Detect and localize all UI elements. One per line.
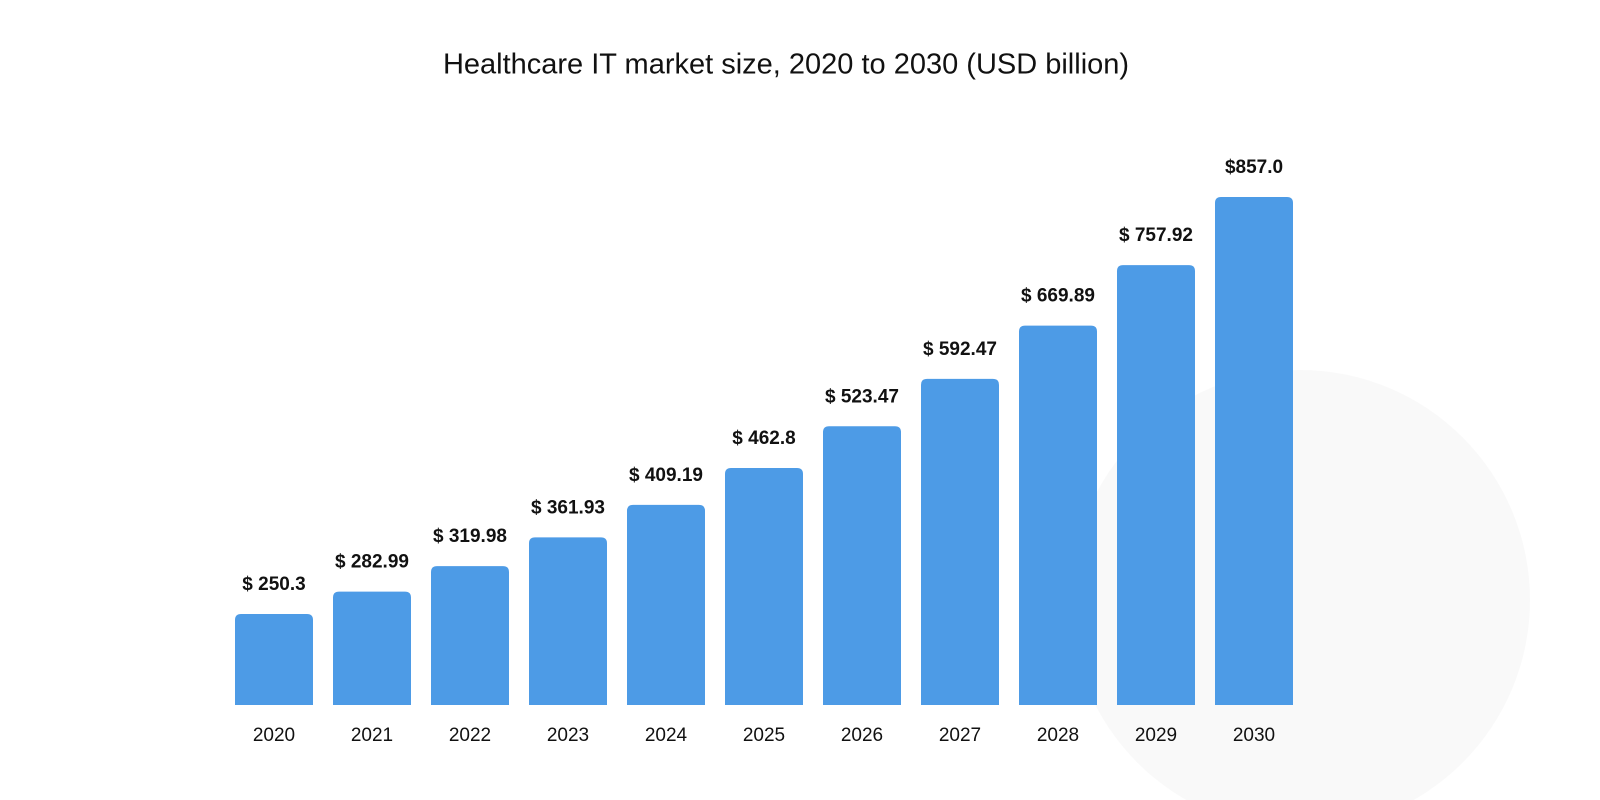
value-label: $ 250.3 <box>242 574 305 595</box>
x-tick-label: 2027 <box>939 725 981 746</box>
value-label: $ 282.99 <box>335 552 409 573</box>
value-label: $ 361.93 <box>531 497 605 518</box>
bar <box>333 591 411 705</box>
x-tick-label: 2030 <box>1233 725 1275 746</box>
x-tick-label: 2029 <box>1135 725 1177 746</box>
bar <box>1019 325 1097 705</box>
x-tick-label: 2028 <box>1037 725 1079 746</box>
bar <box>1215 197 1293 705</box>
x-tick-label: 2025 <box>743 725 785 746</box>
bar <box>921 378 999 705</box>
bar <box>725 467 803 705</box>
value-label: $ 523.47 <box>825 386 899 407</box>
value-label: $ 462.8 <box>732 428 795 449</box>
bar <box>1117 265 1195 705</box>
bar <box>529 537 607 705</box>
x-tick-label: 2022 <box>449 725 491 746</box>
value-label: $ 757.92 <box>1119 225 1193 246</box>
x-tick-label: 2026 <box>841 725 883 746</box>
value-label: $ 669.89 <box>1021 286 1095 307</box>
x-tick-label: 2021 <box>351 725 393 746</box>
bar <box>431 566 509 705</box>
chart-title: Healthcare IT market size, 2020 to 2030 … <box>443 49 1129 81</box>
value-label: $ 592.47 <box>923 339 997 360</box>
x-tick-label: 2023 <box>547 725 589 746</box>
value-label: $ 319.98 <box>433 526 507 547</box>
bar <box>823 426 901 705</box>
bar <box>235 614 313 705</box>
value-label: $857.0 <box>1225 157 1283 178</box>
bar <box>627 504 705 705</box>
x-tick-label: 2024 <box>645 725 688 746</box>
x-tick-label: 2020 <box>253 725 295 746</box>
value-label: $ 409.19 <box>629 465 703 486</box>
